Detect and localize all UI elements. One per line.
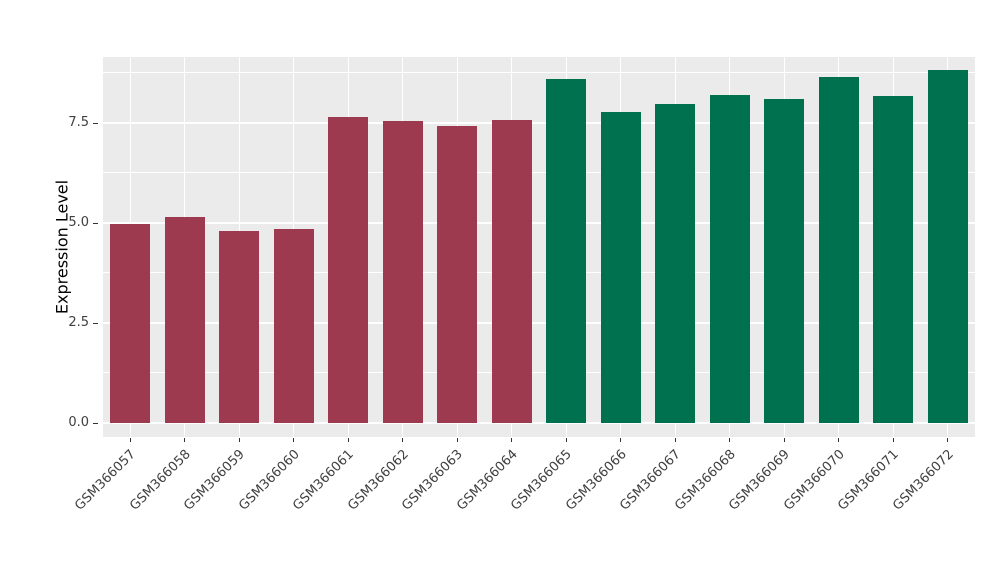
y-tick-label: 0.0	[68, 415, 89, 430]
x-tick-mark	[347, 438, 349, 442]
bar-GSM366067	[655, 103, 696, 423]
x-tick-mark	[729, 438, 731, 442]
bar-GSM366064	[491, 119, 532, 423]
x-tick-mark	[838, 438, 840, 442]
y-tick-label: 7.5	[68, 115, 89, 130]
x-tick-mark	[783, 438, 785, 442]
gridline-major	[103, 222, 975, 224]
bar-GSM366062	[382, 121, 423, 423]
bar-GSM366072	[927, 69, 968, 423]
bar-GSM366068	[709, 95, 750, 423]
x-tick-mark	[620, 438, 622, 442]
gridline-major	[103, 422, 975, 424]
bar-GSM366069	[764, 99, 805, 423]
y-tick-mark	[93, 123, 98, 124]
bar-GSM366061	[328, 117, 369, 423]
x-tick-mark	[238, 438, 240, 442]
x-tick-mark	[892, 438, 894, 442]
plot-panel	[103, 57, 975, 437]
x-tick-mark	[456, 438, 458, 442]
y-tick-label: 5.0	[68, 215, 89, 230]
x-tick-mark	[511, 438, 513, 442]
x-axis: GSM366057 GSM366058 GSM366059 GSM366060 GSM3…	[72, 438, 975, 578]
bar-GSM366065	[546, 79, 587, 423]
x-tick-mark	[184, 438, 186, 442]
gridline-major	[103, 122, 975, 124]
bar-GSM366060	[273, 229, 314, 423]
y-axis: 0.0 2.5 5.0 7.5	[0, 57, 101, 437]
y-tick-label: 2.5	[68, 315, 89, 330]
y-tick-mark	[93, 223, 98, 224]
gridline-major	[103, 322, 975, 324]
y-tick-mark	[93, 323, 98, 324]
x-tick-mark	[947, 438, 949, 442]
y-tick-mark	[93, 423, 98, 424]
gridline-minor	[103, 172, 975, 173]
gridline-minor	[103, 72, 975, 73]
bar-GSM366059	[219, 231, 260, 423]
bar-GSM366063	[437, 125, 478, 423]
x-tick-mark	[293, 438, 295, 442]
x-tick-mark	[674, 438, 676, 442]
bar-GSM366057	[110, 223, 151, 423]
x-tick-mark	[402, 438, 404, 442]
gridline-minor	[103, 372, 975, 373]
bar-GSM366058	[164, 217, 205, 423]
bar-GSM366071	[873, 95, 914, 423]
bar-GSM366070	[818, 77, 859, 423]
bar-GSM366066	[600, 111, 641, 423]
x-tick-mark	[129, 438, 131, 442]
x-tick-mark	[565, 438, 567, 442]
gridline-minor	[103, 272, 975, 273]
